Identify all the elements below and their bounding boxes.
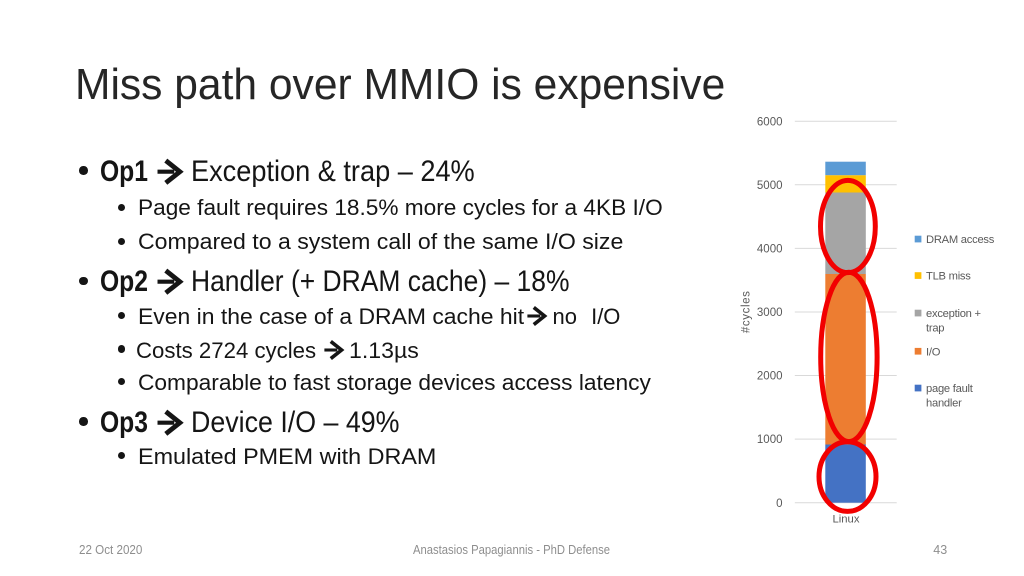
svg-text:0: 0	[776, 498, 782, 510]
svg-text:2000: 2000	[757, 371, 783, 383]
svg-text:I/O: I/O	[926, 346, 941, 358]
svg-text:5000: 5000	[757, 180, 783, 192]
svg-text:3000: 3000	[757, 307, 783, 319]
svg-text:page fault: page fault	[926, 383, 974, 395]
svg-text:6000: 6000	[757, 116, 783, 128]
svg-text:4000: 4000	[757, 244, 783, 256]
svg-text:DRAM access: DRAM access	[926, 234, 995, 246]
svg-text:Linux: Linux	[832, 514, 859, 526]
svg-text:trap: trap	[926, 323, 944, 335]
svg-text:exception +: exception +	[926, 308, 981, 320]
svg-text:TLB miss: TLB miss	[926, 271, 971, 283]
svg-text:1000: 1000	[757, 434, 783, 446]
svg-text:handler: handler	[926, 397, 962, 409]
svg-text:#cycles: #cycles	[741, 291, 753, 334]
